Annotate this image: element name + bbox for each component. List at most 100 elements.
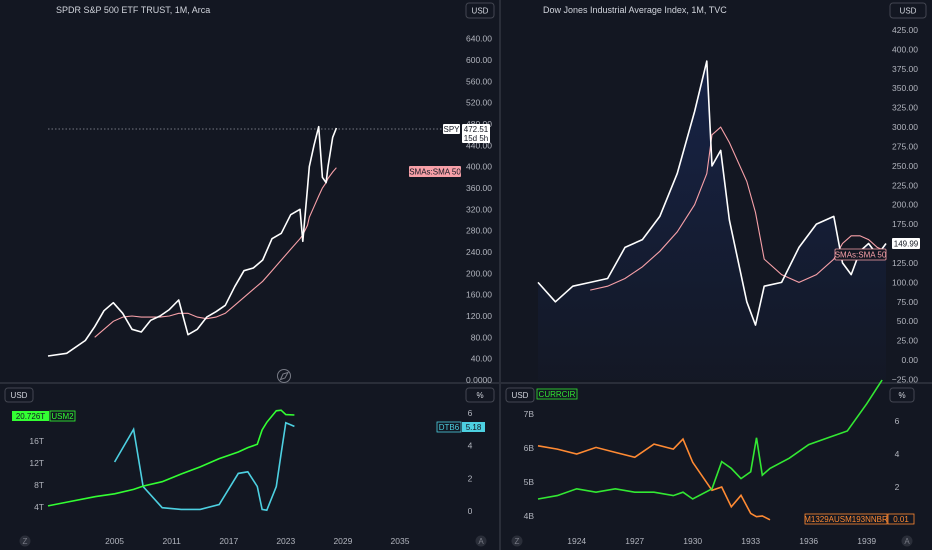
panel-spy[interactable]: SPDR S&P 500 ETF TRUST, 1M, Arca USD 640… bbox=[47, 2, 495, 385]
y-tick-label: 175.00 bbox=[892, 219, 918, 229]
djia-title: Dow Jones Industrial Average Index, 1M, … bbox=[543, 5, 727, 15]
y-tick-label: −25.00 bbox=[892, 374, 919, 384]
compass-icon[interactable] bbox=[277, 369, 291, 383]
x-tick-label: 2017 bbox=[219, 536, 238, 546]
m2-axis-right: A bbox=[478, 537, 484, 546]
y-tick-label: 7B bbox=[524, 409, 535, 419]
x-tick-label: 1933 bbox=[741, 536, 760, 546]
y-tick-label: 350.00 bbox=[892, 83, 918, 93]
spy-price-line-series bbox=[47, 125, 338, 357]
m2-series bbox=[47, 409, 295, 512]
y-tick-label: 6B bbox=[524, 443, 535, 453]
djia-currency-label: USD bbox=[900, 7, 917, 16]
y-tick-label: 325.00 bbox=[892, 103, 918, 113]
m2-legend-name: USM2 bbox=[51, 412, 74, 421]
m2-x-axis[interactable]: 2005 2011 2017 2023 2029 2035 bbox=[105, 536, 410, 546]
currcir-percent-label: % bbox=[898, 391, 905, 400]
y-tick-label: 8T bbox=[34, 480, 44, 490]
y-tick-label: 640.00 bbox=[466, 34, 492, 44]
panel-djia[interactable]: Dow Jones Industrial Average Index, 1M, … bbox=[537, 2, 927, 384]
currcir-axis-left: Z bbox=[515, 537, 520, 546]
x-tick-label: 1939 bbox=[857, 536, 876, 546]
m1329-name: M1329AUSM193NNBR bbox=[804, 515, 888, 524]
y-tick-label: 2 bbox=[468, 473, 473, 483]
y-tick-label: 80.00 bbox=[471, 332, 493, 342]
currcir-legend: CURRCIR bbox=[536, 388, 578, 400]
spy-series bbox=[47, 125, 338, 357]
djia-sma-text: SMAs:SMA 50 bbox=[835, 251, 887, 260]
currcir-percent-button[interactable]: % bbox=[889, 387, 915, 403]
y-tick-label: 6 bbox=[895, 416, 900, 426]
y-tick-label: 200.00 bbox=[892, 200, 918, 210]
y-tick-label: 6 bbox=[468, 408, 473, 418]
x-tick-label: 1927 bbox=[625, 536, 644, 546]
m2-y-axis-left[interactable]: 16T 12T 8T 4T bbox=[29, 436, 44, 512]
spy-price-value: 472.51 bbox=[464, 125, 489, 134]
y-tick-label: 0.0000 bbox=[466, 375, 492, 385]
y-tick-label: 4 bbox=[468, 441, 473, 451]
djia-y-axis[interactable]: 425.00 400.00 375.00 350.00 325.00 300.00 275.… bbox=[892, 25, 919, 384]
y-tick-label: 560.00 bbox=[466, 76, 492, 86]
currcir-line bbox=[537, 379, 883, 500]
dtb6-label: DTB6 5.18 bbox=[436, 421, 485, 433]
m2-percent-button[interactable]: % bbox=[465, 387, 495, 403]
x-tick-label: 1930 bbox=[683, 536, 702, 546]
djia-price-tag: 149.99 bbox=[892, 238, 920, 249]
spy-currency-button[interactable]: USD bbox=[465, 2, 495, 19]
x-tick-label: 2035 bbox=[391, 536, 410, 546]
spy-sma-label: SMAs:SMA 50 bbox=[409, 166, 461, 177]
y-tick-label: 40.00 bbox=[471, 354, 493, 364]
m2-percent-label: % bbox=[476, 391, 483, 400]
y-tick-label: 12T bbox=[29, 458, 44, 468]
m2-y-axis-right[interactable]: 6 4 2 0 bbox=[468, 408, 473, 516]
y-tick-label: 440.00 bbox=[466, 140, 492, 150]
dtb6-name: DTB6 bbox=[439, 423, 460, 432]
m1329-line bbox=[537, 437, 771, 521]
currcir-currency-label: USD bbox=[512, 391, 529, 400]
spy-countdown: 15d 5h bbox=[464, 134, 488, 143]
currcir-x-axis[interactable]: 1924 1927 1930 1933 1936 1939 bbox=[567, 536, 876, 546]
x-tick-label: 2029 bbox=[333, 536, 352, 546]
currcir-zoom-z-button[interactable]: Z bbox=[511, 535, 523, 547]
m2-currency-label: USD bbox=[11, 391, 28, 400]
currcir-axis-right: A bbox=[904, 537, 910, 546]
y-tick-label: 50.00 bbox=[897, 316, 919, 326]
y-tick-label: 400.00 bbox=[466, 162, 492, 172]
y-tick-label: 200.00 bbox=[466, 268, 492, 278]
x-tick-label: 1936 bbox=[799, 536, 818, 546]
currcir-series bbox=[537, 379, 883, 521]
djia-area-fill bbox=[538, 61, 886, 380]
x-tick-label: 2023 bbox=[276, 536, 295, 546]
y-tick-label: 280.00 bbox=[466, 226, 492, 236]
m2-axis-left: Z bbox=[23, 537, 28, 546]
spy-currency-label: USD bbox=[472, 7, 489, 16]
djia-currency-button[interactable]: USD bbox=[889, 2, 927, 19]
y-tick-label: 16T bbox=[29, 436, 44, 446]
y-tick-label: 120.00 bbox=[466, 311, 492, 321]
currcir-y-axis-left[interactable]: 7B 6B 5B 4B bbox=[524, 409, 535, 521]
panel-m2[interactable]: USD % 20.726T USM2 DTB6 5.18 16T12T8T4T … bbox=[4, 387, 495, 547]
y-tick-label: 240.00 bbox=[466, 247, 492, 257]
dtb6-value: 5.18 bbox=[466, 423, 482, 432]
spy-sma-text: SMAs:SMA 50 bbox=[409, 168, 461, 177]
y-tick-label: 25.00 bbox=[897, 336, 919, 346]
m1329-value: 0.01 bbox=[893, 515, 909, 524]
x-tick-label: 2011 bbox=[163, 536, 182, 546]
currcir-currency-button[interactable]: USD bbox=[505, 387, 535, 403]
m2-legend-value: 20.726T bbox=[16, 412, 45, 421]
y-tick-label: 0 bbox=[468, 506, 473, 516]
djia-series bbox=[537, 60, 887, 326]
currcir-y-axis-right[interactable]: 6 4 2 bbox=[895, 416, 900, 492]
y-tick-label: 225.00 bbox=[892, 180, 918, 190]
y-tick-label: 300.00 bbox=[892, 122, 918, 132]
m2-zoom-a-button[interactable]: A bbox=[475, 535, 487, 547]
y-tick-label: 250.00 bbox=[892, 161, 918, 171]
djia-sma-line bbox=[590, 126, 887, 291]
m2-zoom-z-button[interactable]: Z bbox=[19, 535, 31, 547]
panel-currcir[interactable]: USD CURRCIR % M1329AUSM193NNBR 0.01 7B 6B… bbox=[505, 379, 915, 547]
m2-currency-button[interactable]: USD bbox=[4, 387, 34, 403]
currcir-zoom-a-button[interactable]: A bbox=[901, 535, 913, 547]
m2-legend: 20.726T USM2 bbox=[12, 410, 76, 422]
